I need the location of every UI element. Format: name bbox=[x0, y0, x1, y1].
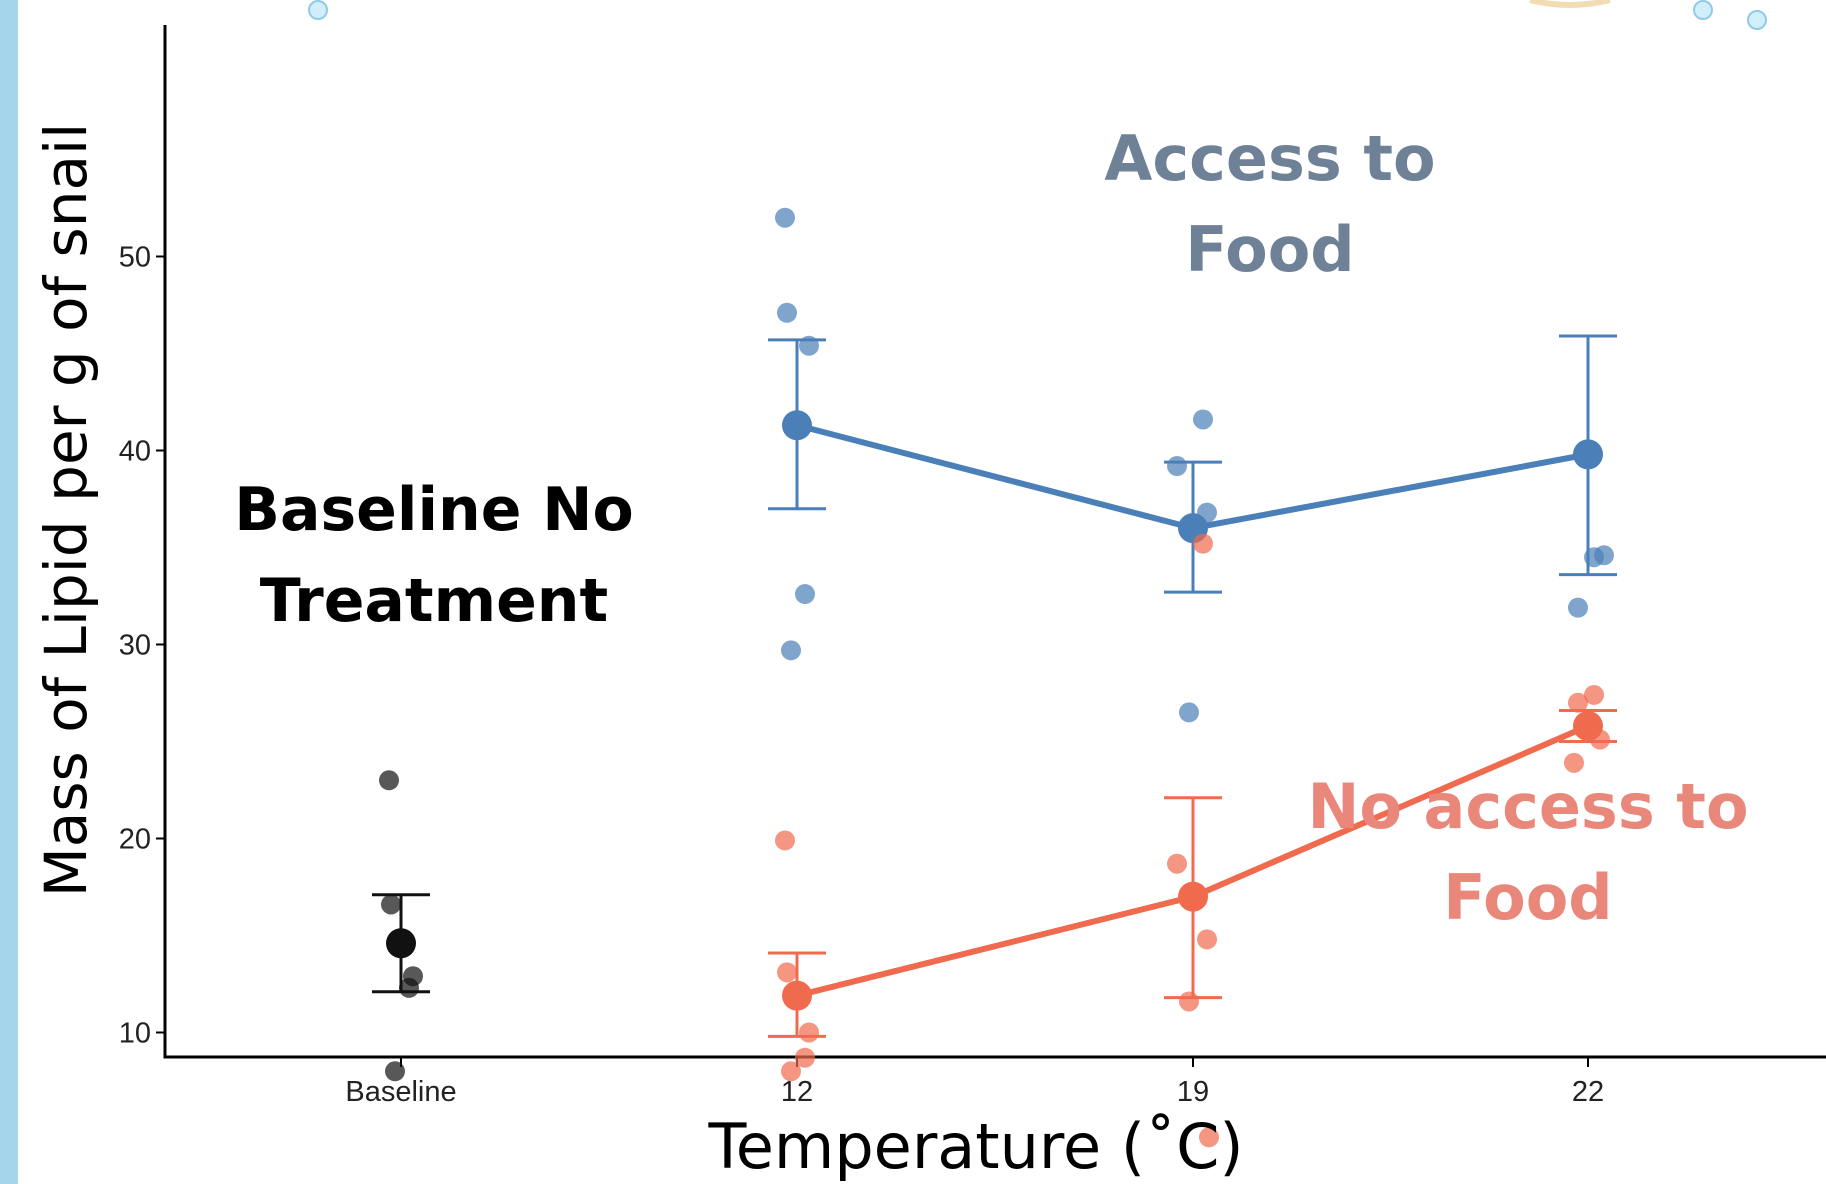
decorative-bubbles bbox=[308, 0, 1767, 30]
food-point bbox=[1179, 702, 1199, 723]
series-baseline bbox=[372, 770, 430, 1082]
no_food-mean-point bbox=[782, 980, 812, 1011]
annotations: Access to Food No access to Food Baseline No… bbox=[234, 122, 1748, 934]
y-tick-label: 10 bbox=[119, 1018, 151, 1050]
y-tick-label: 50 bbox=[119, 242, 151, 274]
annotation-baseline-line: Treatment bbox=[260, 566, 608, 636]
annotation-no-food-line: Food bbox=[1443, 861, 1612, 934]
food-point bbox=[775, 207, 795, 228]
baseline-point bbox=[381, 894, 401, 915]
food-point bbox=[1568, 597, 1588, 618]
food-point bbox=[1167, 456, 1187, 477]
no_food-point bbox=[1193, 533, 1213, 554]
bubble-icon bbox=[1693, 0, 1713, 20]
bubble-icon bbox=[308, 0, 328, 20]
series-food bbox=[768, 207, 1617, 723]
baseline-mean-point bbox=[386, 928, 416, 959]
bubble-icon bbox=[1747, 10, 1767, 30]
no_food-point bbox=[1199, 1127, 1219, 1148]
no_food-point bbox=[1179, 991, 1199, 1012]
x-tick-label: 19 bbox=[1177, 1076, 1209, 1108]
no_food-point bbox=[1197, 929, 1217, 950]
y-axis-title: Mass of Lipid per g of snail bbox=[32, 123, 100, 898]
baseline-point bbox=[385, 1061, 405, 1082]
y-tick-label: 40 bbox=[119, 436, 151, 468]
decor-arc bbox=[1529, 0, 1611, 8]
series-layer bbox=[372, 207, 1617, 1148]
x-axis-title: Temperature (˚C) bbox=[707, 1110, 1243, 1183]
y-tick-label: 30 bbox=[119, 630, 151, 662]
food-point bbox=[777, 302, 797, 323]
baseline-point bbox=[379, 770, 399, 791]
no_food-point bbox=[1167, 853, 1187, 874]
no_food-point bbox=[799, 1022, 819, 1043]
no_food-point bbox=[775, 830, 795, 851]
food-mean-point bbox=[1573, 439, 1603, 470]
no_food-mean-point bbox=[1178, 881, 1208, 912]
no_food-point bbox=[1584, 684, 1604, 705]
x-axis-ticks: Baseline 12 19 22 bbox=[345, 1057, 1604, 1108]
food-point bbox=[781, 640, 801, 661]
no_food-point bbox=[781, 1061, 801, 1082]
annotation-baseline-line: Baseline No bbox=[234, 475, 634, 545]
left-border-stripe bbox=[0, 0, 18, 1184]
no_food-point bbox=[1568, 692, 1588, 713]
series-no_food bbox=[768, 533, 1617, 1148]
no_food-point bbox=[1564, 752, 1584, 773]
food-point bbox=[795, 584, 815, 605]
x-tick-label: 12 bbox=[781, 1076, 813, 1108]
no_food-point bbox=[777, 962, 797, 983]
no_food-mean-point bbox=[1573, 710, 1603, 741]
no_food-point bbox=[795, 1047, 815, 1068]
axes bbox=[163, 25, 1826, 1059]
y-tick-label: 20 bbox=[119, 824, 151, 856]
annotation-food-line: Food bbox=[1185, 213, 1354, 286]
x-tick-label: Baseline bbox=[345, 1076, 456, 1108]
food-mean-point bbox=[782, 410, 812, 441]
food-point bbox=[1193, 409, 1213, 430]
annotation-no-food-line: No access to bbox=[1307, 770, 1748, 843]
annotation-food-line: Access to bbox=[1104, 122, 1435, 195]
y-axis-ticks: 10 20 30 40 50 bbox=[119, 242, 165, 1050]
x-tick-label: 22 bbox=[1572, 1076, 1604, 1108]
